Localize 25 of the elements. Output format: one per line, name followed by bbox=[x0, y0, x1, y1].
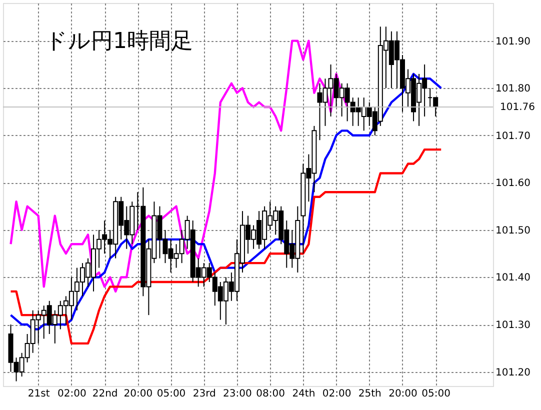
x-tick-label: 20:00 bbox=[388, 388, 418, 400]
line-series bbox=[10, 148, 442, 345]
x-tick-label: 02:00 bbox=[322, 388, 352, 400]
x-tick-label: 25th bbox=[358, 388, 382, 400]
x-tick-label: 02:00 bbox=[58, 388, 86, 400]
text: ドル円1時間足 bbox=[45, 29, 193, 54]
y-tick-label: 101.50 bbox=[496, 225, 530, 236]
x-tick-label: 20:00 bbox=[124, 388, 153, 400]
x-tick-label: 24th bbox=[292, 388, 316, 400]
y-tick-label: 101.40 bbox=[496, 272, 530, 284]
y-tick-label: 101.30 bbox=[496, 320, 530, 332]
ref-line-label: 101.76 bbox=[500, 102, 535, 114]
y-tick-label: 101.60 bbox=[496, 178, 530, 190]
y-tick-label: 101.90 bbox=[496, 36, 530, 48]
x-tick-label: 23rd bbox=[192, 388, 216, 400]
x-tick-label: 22nd bbox=[92, 388, 118, 400]
x-tick-label: 08:00 bbox=[256, 388, 285, 400]
y-tick-label: 101.20 bbox=[496, 367, 530, 378]
x-tick-label: 05:00 bbox=[156, 388, 186, 400]
x-tick-label: 05:00 bbox=[422, 388, 450, 400]
y-tick-label: 101.80 bbox=[496, 84, 530, 95]
x-tick-label: 21st bbox=[28, 388, 50, 400]
x-tick-label: 23:00 bbox=[223, 388, 252, 400]
y-tick-label: 101.70 bbox=[496, 130, 530, 142]
line-series bbox=[10, 72, 442, 330]
